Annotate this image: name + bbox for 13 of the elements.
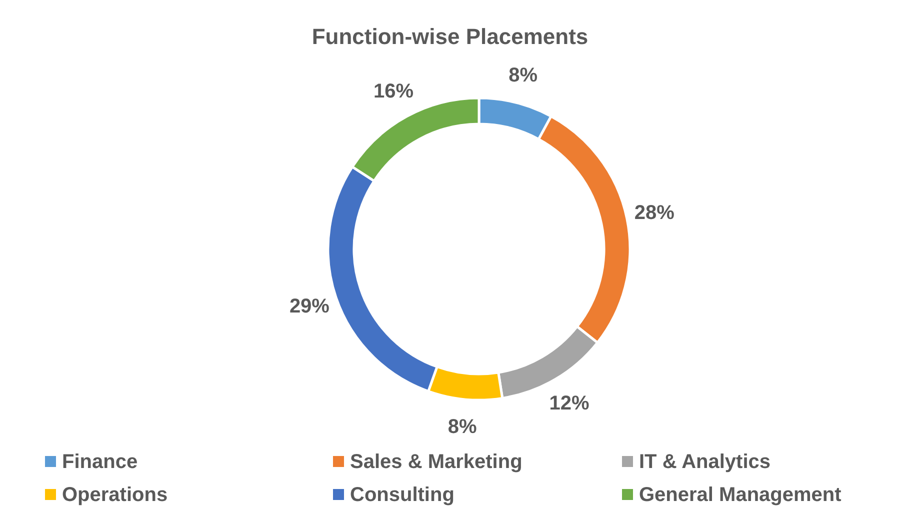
data-label: 8% [448,416,477,438]
legend-label: Finance [62,451,138,473]
data-label: 12% [549,392,590,415]
legend-label: Sales & Marketing [350,451,522,473]
legend-label: Operations [62,484,168,506]
legend-label: IT & Analytics [639,451,771,473]
legend-label: Consulting [350,484,454,506]
data-label: 8% [508,64,538,87]
data-label: 28% [634,202,675,224]
chart-title: Function-wise Placements [312,24,588,49]
data-label: 29% [289,295,330,318]
legend-label: General Management [639,484,842,506]
data-label: 16% [374,80,414,103]
